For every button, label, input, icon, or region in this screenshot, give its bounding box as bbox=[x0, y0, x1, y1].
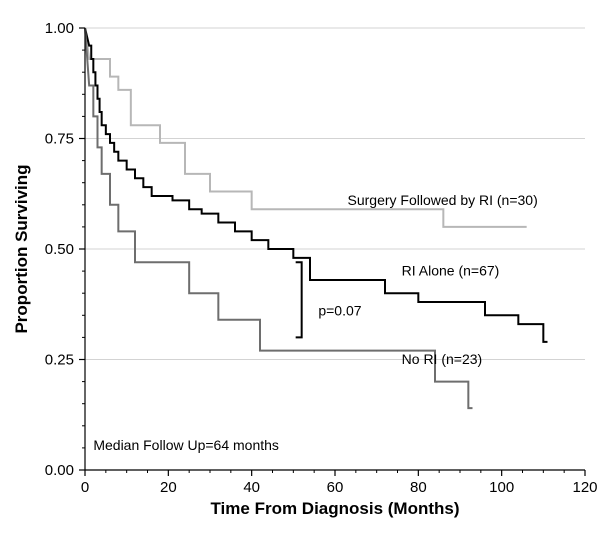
y-tick-label: 0.00 bbox=[45, 462, 74, 479]
x-tick-label: 120 bbox=[572, 479, 597, 496]
x-tick-label: 100 bbox=[489, 479, 514, 496]
p-value-label: p=0.07 bbox=[318, 302, 361, 318]
x-axis-title: Time From Diagnosis (Months) bbox=[210, 499, 459, 518]
series-label-no_ri: No RI (n=23) bbox=[402, 351, 483, 367]
y-axis-title: Proportion Surviving bbox=[12, 164, 31, 333]
y-tick-label: 0.50 bbox=[45, 241, 74, 258]
series-label-ri_alone: RI Alone (n=67) bbox=[402, 263, 500, 279]
x-tick-label: 20 bbox=[160, 479, 177, 496]
series-label-surgery_then_ri: Surgery Followed by RI (n=30) bbox=[348, 192, 538, 208]
y-tick-label: 0.75 bbox=[45, 131, 74, 148]
y-tick-label: 1.00 bbox=[45, 20, 74, 37]
x-tick-label: 40 bbox=[243, 479, 260, 496]
x-tick-label: 60 bbox=[327, 479, 344, 496]
km-survival-chart: Surgery Followed by RI (n=30) RI Alone (n… bbox=[0, 0, 608, 541]
x-tick-label: 0 bbox=[81, 479, 89, 496]
plot-bg bbox=[0, 0, 608, 541]
y-tick-label: 0.25 bbox=[45, 352, 74, 369]
x-tick-label: 80 bbox=[410, 479, 427, 496]
median-followup-label: Median Follow Up=64 months bbox=[93, 437, 279, 453]
